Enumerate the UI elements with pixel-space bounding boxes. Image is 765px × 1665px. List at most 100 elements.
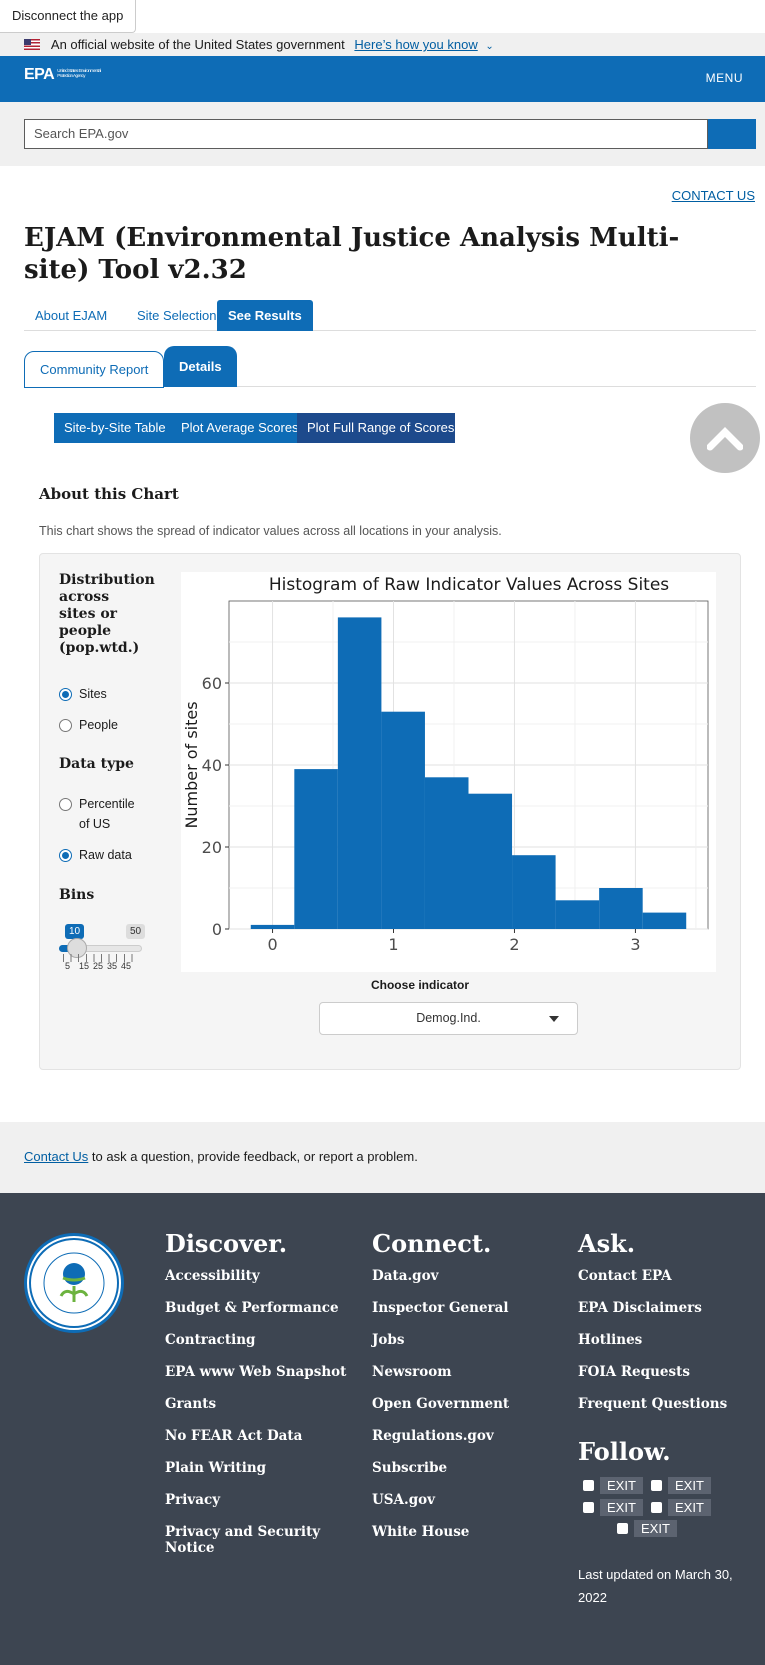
youtube-icon bbox=[583, 1502, 594, 1513]
radio-sites-label: Sites bbox=[79, 687, 107, 701]
y-tick-label: 20 bbox=[202, 838, 222, 857]
gov-banner: An official website of the United States… bbox=[0, 33, 765, 56]
x-tick-label: 3 bbox=[630, 935, 640, 954]
chart-controls: Distribution across sites or people (pop… bbox=[59, 572, 155, 657]
indicator-select-value: Demog.Ind. bbox=[416, 1011, 481, 1025]
how-you-know-link[interactable]: Here’s how you know bbox=[354, 37, 478, 52]
bins-slider[interactable]: 10 50 5 15 25 35 45 bbox=[59, 924, 149, 974]
distribution-title: Distribution across sites or people (pop… bbox=[59, 572, 155, 656]
bins-slider-ticks bbox=[63, 954, 137, 962]
tab-details[interactable]: Details bbox=[164, 346, 237, 387]
indicator-select[interactable]: Demog.Ind. bbox=[319, 1002, 578, 1035]
footer-link[interactable]: USA.gov bbox=[372, 1492, 435, 1508]
footer-follow-title: Follow. bbox=[578, 1437, 671, 1466]
epa-logo-subtext: United States Environmental Protection A… bbox=[57, 68, 101, 78]
footer-link[interactable]: Data.gov bbox=[372, 1268, 439, 1284]
tab-site-by-site-table[interactable]: Site-by-Site Table bbox=[54, 413, 171, 443]
bins-tick-label: 5 bbox=[65, 961, 71, 971]
footer-link[interactable]: Privacy and Security Notice bbox=[165, 1524, 321, 1556]
radio-dot[interactable] bbox=[59, 798, 72, 811]
histogram-chart: 0 20 40 60 0 1 2 3 Histogram of Raw Indicator Va… bbox=[181, 572, 716, 972]
tab-plot-full-range[interactable]: Plot Full Range of Scores bbox=[297, 413, 455, 443]
contact-us-link[interactable]: CONTACT US bbox=[671, 188, 755, 203]
footer-link[interactable]: Privacy bbox=[165, 1492, 221, 1508]
footer-link[interactable]: Regulations.gov bbox=[372, 1428, 494, 1444]
footer-ask-title: Ask. bbox=[578, 1229, 636, 1258]
bins-slider-value: 10 bbox=[65, 924, 85, 939]
x-tick-label: 2 bbox=[509, 935, 519, 954]
footer-link[interactable]: Budget & Performance bbox=[165, 1300, 339, 1316]
instagram-link[interactable]: EXIT bbox=[617, 1520, 677, 1537]
youtube-link[interactable]: EXIT bbox=[583, 1499, 643, 1516]
radio-raw-data[interactable]: Raw data bbox=[59, 845, 159, 865]
search-input[interactable]: Search EPA.gov bbox=[24, 119, 708, 149]
footer-link[interactable]: Frequent Questions bbox=[578, 1396, 728, 1412]
bins-tick-label: 45 bbox=[121, 961, 132, 971]
facebook-link[interactable]: EXIT bbox=[583, 1477, 643, 1494]
footer-link[interactable]: EPA Disclaimers bbox=[578, 1300, 702, 1316]
y-tick-label: 40 bbox=[202, 756, 222, 775]
footer-link[interactable]: Subscribe bbox=[372, 1460, 448, 1476]
radio-dot-selected[interactable] bbox=[59, 688, 72, 701]
footer-link[interactable]: No FEAR Act Data bbox=[165, 1428, 303, 1444]
twitter-link[interactable]: EXIT bbox=[651, 1477, 711, 1494]
radio-dot-selected[interactable] bbox=[59, 849, 72, 862]
search-band: Search EPA.gov bbox=[0, 102, 765, 166]
facebook-icon bbox=[583, 1480, 594, 1491]
footer-discover: Discover. Accessibility Budget & Perform… bbox=[165, 1229, 346, 1556]
footer-link[interactable]: Inspector General bbox=[372, 1300, 509, 1316]
footer-link[interactable]: Open Government bbox=[372, 1396, 510, 1412]
footer-link[interactable]: FOIA Requests bbox=[578, 1364, 690, 1380]
exit-badge: EXIT bbox=[600, 1499, 643, 1516]
x-tick-label: 0 bbox=[267, 935, 277, 954]
footer-link[interactable]: Grants bbox=[165, 1396, 217, 1412]
search-button[interactable] bbox=[708, 119, 756, 149]
radio-percentile-label: Percentile of US bbox=[79, 797, 135, 831]
tab-about-ejam[interactable]: About EJAM bbox=[35, 308, 108, 323]
bins-tick-label: 35 bbox=[107, 961, 118, 971]
menu-button[interactable]: MENU bbox=[705, 71, 743, 85]
data-type-title: Data type bbox=[59, 756, 134, 772]
chart-title: Histogram of Raw Indicator Values Across… bbox=[269, 575, 669, 595]
histogram-bar bbox=[642, 912, 687, 929]
exit-badge: EXIT bbox=[668, 1477, 711, 1494]
radio-people[interactable]: People bbox=[59, 715, 159, 735]
main-tabs: About EJAM Site Selection See Results bbox=[24, 300, 756, 331]
us-flag-icon bbox=[24, 39, 40, 50]
footer-link[interactable]: Hotlines bbox=[578, 1332, 643, 1348]
footer-link[interactable]: White House bbox=[372, 1524, 470, 1540]
radio-dot[interactable] bbox=[59, 719, 72, 732]
radio-sites[interactable]: Sites bbox=[59, 684, 159, 704]
disconnect-app-button[interactable]: Disconnect the app bbox=[0, 0, 137, 33]
tab-community-report[interactable]: Community Report bbox=[24, 351, 165, 388]
epa-seal-logo[interactable] bbox=[24, 1233, 124, 1333]
bins-slider-max: 50 bbox=[126, 924, 146, 939]
footer-link[interactable]: Contact EPA bbox=[578, 1268, 672, 1284]
scroll-to-top-button[interactable] bbox=[690, 403, 760, 473]
footer-link[interactable]: Plain Writing bbox=[165, 1460, 267, 1476]
epa-logo-mark: EPA bbox=[24, 66, 55, 83]
histogram-bar bbox=[512, 855, 556, 929]
tab-see-results[interactable]: See Results bbox=[217, 300, 313, 331]
histogram-bar bbox=[337, 617, 382, 929]
epa-logo[interactable]: EPA United States Environmental Protectio… bbox=[24, 66, 115, 84]
tab-plot-average-scores[interactable]: Plot Average Scores bbox=[171, 413, 299, 443]
footer-link[interactable]: Newsroom bbox=[372, 1364, 452, 1380]
bins-title: Bins bbox=[59, 887, 95, 903]
footer-link[interactable]: Contracting bbox=[165, 1332, 256, 1348]
radio-percentile[interactable]: Percentile of US bbox=[59, 794, 139, 834]
y-axis-label: Number of sites bbox=[182, 701, 201, 828]
chart-panel: Distribution across sites or people (pop… bbox=[39, 553, 741, 1070]
contact-us-footer-link[interactable]: Contact Us bbox=[24, 1149, 89, 1164]
chevron-down-icon[interactable]: ⌄ bbox=[485, 41, 494, 52]
tab-site-selection[interactable]: Site Selection bbox=[137, 308, 217, 323]
twitter-icon bbox=[651, 1480, 662, 1491]
histogram-bar bbox=[250, 924, 295, 929]
histogram-bar bbox=[468, 793, 513, 929]
footer-link[interactable]: Jobs bbox=[372, 1332, 405, 1348]
flickr-icon bbox=[651, 1502, 662, 1513]
footer-link[interactable]: EPA www Web Snapshot bbox=[165, 1364, 347, 1380]
footer-link[interactable]: Accessibility bbox=[165, 1268, 260, 1284]
exit-badge: EXIT bbox=[600, 1477, 643, 1494]
flickr-link[interactable]: EXIT bbox=[651, 1499, 711, 1516]
